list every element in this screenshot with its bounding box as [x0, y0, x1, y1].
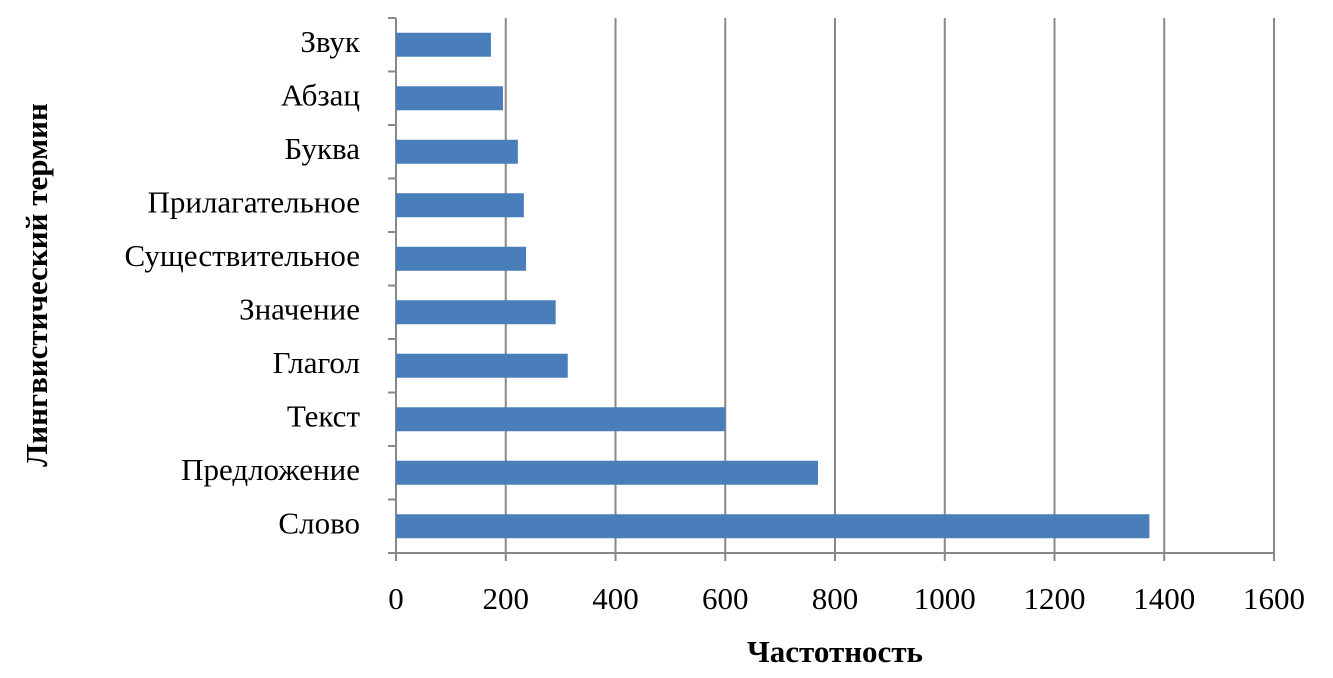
x-tick-label: 1600: [1243, 581, 1305, 616]
x-tick-label: 1200: [1024, 581, 1086, 616]
x-tick-label: 800: [812, 581, 859, 616]
y-axis-title: Лингвистический термин: [19, 103, 54, 467]
x-tick-label: 200: [483, 581, 530, 616]
x-tick-label: 400: [592, 581, 639, 616]
x-tick-label: 0: [388, 581, 404, 616]
y-tick-label: Предложение: [181, 452, 360, 487]
bar: [396, 86, 504, 111]
y-tick-label: Звук: [300, 24, 361, 59]
bar: [396, 32, 491, 57]
y-tick-label: Текст: [287, 398, 361, 433]
bar: [396, 193, 524, 218]
y-tick-label: Значение: [239, 291, 360, 326]
y-tick-label: Существительное: [125, 238, 360, 273]
y-tick-label: Слово: [278, 505, 360, 540]
bar: [396, 139, 518, 164]
x-tick-label: 1400: [1133, 581, 1195, 616]
bar: [396, 300, 556, 325]
bar: [396, 353, 568, 378]
y-tick-label: Глагол: [273, 345, 360, 380]
y-tick-label: Абзац: [281, 77, 360, 112]
x-tick-label: 600: [702, 581, 749, 616]
x-axis-title: Частотность: [747, 634, 923, 669]
bar: [396, 514, 1150, 539]
bar: [396, 246, 527, 271]
y-tick-label: Прилагательное: [147, 184, 360, 219]
x-tick-label: 1000: [914, 581, 976, 616]
bar: [396, 460, 818, 485]
bar: [396, 407, 726, 432]
y-tick-label: Буква: [284, 131, 360, 166]
